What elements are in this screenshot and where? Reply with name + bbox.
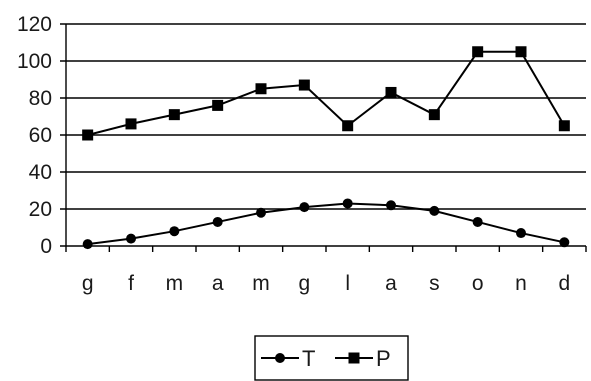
axes — [65, 24, 587, 252]
series-p-point — [82, 129, 94, 141]
x-tick-label: a — [385, 272, 397, 295]
series-t-point — [342, 198, 353, 209]
series-t-point — [299, 202, 310, 213]
series-t-point — [256, 207, 266, 218]
series-t-point — [559, 237, 570, 248]
legend-t-marker — [275, 353, 285, 363]
series-p-point — [125, 118, 137, 130]
x-tick-label: g — [82, 272, 94, 295]
y-tick-labels: 0 20 40 60 80 100 120 — [17, 13, 52, 258]
series-p-point — [168, 109, 180, 121]
y-tick-label: 60 — [29, 124, 52, 147]
x-tick-label: f — [128, 272, 134, 295]
x-tick-label: o — [472, 272, 484, 295]
x-tick-label: a — [212, 272, 224, 295]
gridlines — [60, 23, 586, 247]
x-tick-label: g — [298, 272, 310, 295]
legend-t-label: T — [302, 346, 315, 371]
x-tick-label: m — [166, 272, 184, 295]
legend-p-label: P — [376, 346, 391, 371]
series-p-point — [255, 83, 267, 95]
x-tick-label: s — [429, 272, 440, 295]
series-p-line — [87, 50, 566, 136]
y-tick-label: 80 — [29, 87, 52, 110]
x-tick-label: n — [515, 272, 527, 295]
series-t-line — [87, 202, 565, 246]
series-p-point — [558, 120, 570, 132]
series-p-point — [428, 109, 440, 121]
y-tick-label: 120 — [17, 13, 52, 36]
series-t-point — [516, 228, 526, 239]
series-p-point — [212, 99, 224, 111]
series-t-point — [169, 226, 180, 237]
series-p-point — [515, 46, 527, 58]
series-t-point — [472, 216, 483, 227]
series-t-point — [82, 239, 93, 250]
y-tick-label: 40 — [29, 161, 52, 184]
y-tick-label: 20 — [29, 198, 52, 221]
series-p-point — [385, 86, 397, 98]
series-t-point — [212, 216, 223, 227]
series-t-point — [429, 205, 440, 216]
series-t-point — [126, 233, 136, 244]
series-group — [82, 46, 570, 250]
series-t-point — [386, 200, 396, 211]
x-tick-label: d — [558, 272, 570, 295]
x-tick-label: m — [252, 272, 270, 295]
x-tick-label: l — [345, 272, 350, 295]
series-p-point — [342, 120, 354, 132]
series-p-point — [472, 46, 484, 58]
series-p-point — [298, 79, 310, 91]
legend-p-marker — [348, 352, 360, 364]
y-tick-label: 100 — [17, 50, 52, 73]
y-tick-label: 0 — [40, 235, 52, 258]
